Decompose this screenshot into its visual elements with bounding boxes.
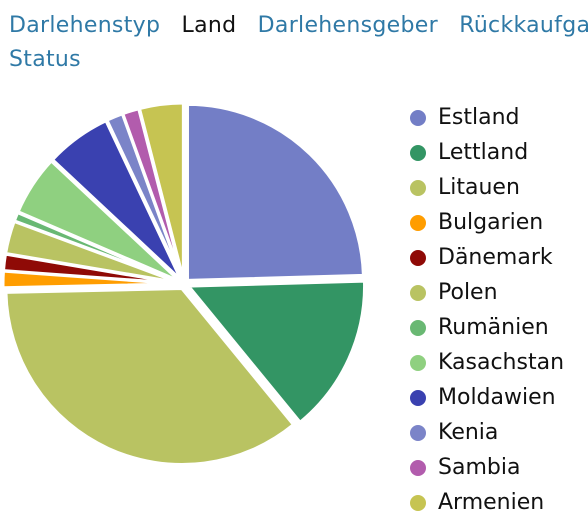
- legend-item-estland[interactable]: Estland: [410, 100, 564, 135]
- legend-label: Dänemark: [438, 245, 553, 270]
- legend-swatch: [410, 319, 426, 336]
- legend-label: Sambia: [438, 455, 521, 480]
- legend-item-rumänien[interactable]: Rumänien: [410, 310, 564, 345]
- legend-label: Kenia: [438, 420, 499, 445]
- pie-slice-litauen[interactable]: [4, 287, 295, 467]
- pie-slice-estland[interactable]: [185, 102, 365, 282]
- legend-label: Lettland: [438, 140, 529, 165]
- legend-swatch: [410, 214, 426, 231]
- legend-label: Moldawien: [438, 385, 556, 410]
- legend-swatch: [410, 249, 426, 266]
- legend-item-moldawien[interactable]: Moldawien: [410, 380, 564, 415]
- legend-swatch: [410, 144, 426, 161]
- legend-label: Estland: [438, 105, 520, 130]
- pie-slice-armenien[interactable]: [138, 101, 185, 281]
- legend-swatch: [410, 109, 426, 126]
- legend-item-kasachstan[interactable]: Kasachstan: [410, 345, 564, 380]
- legend-label: Rumänien: [438, 315, 549, 340]
- legend-item-lettland[interactable]: Lettland: [410, 135, 564, 170]
- legend-swatch: [410, 459, 426, 476]
- tab-status[interactable]: Status: [9, 47, 81, 72]
- legend-swatch: [410, 354, 426, 371]
- chart-legend: Estland Lettland Litauen Bulgarien Dänemark P…: [410, 100, 564, 520]
- legend-label: Polen: [438, 280, 498, 305]
- pie-slice-lettland[interactable]: [187, 279, 366, 424]
- tab-rueckkaufgarantie[interactable]: Rückkaufgar: [459, 13, 588, 38]
- legend-item-litauen[interactable]: Litauen: [410, 170, 564, 205]
- tab-land[interactable]: Land: [181, 13, 237, 38]
- tab-darlehenstyp[interactable]: Darlehenstyp: [9, 13, 161, 38]
- pie-slice-kasachstan[interactable]: [16, 159, 182, 283]
- legend-swatch: [410, 424, 426, 441]
- legend-swatch: [410, 284, 426, 301]
- pie-chart: [1, 101, 366, 467]
- legend-item-bulgarien[interactable]: Bulgarien: [410, 205, 564, 240]
- legend-swatch: [410, 494, 426, 511]
- legend-label: Litauen: [438, 175, 520, 200]
- legend-item-armenien[interactable]: Armenien: [410, 485, 564, 520]
- legend-item-sambia[interactable]: Sambia: [410, 450, 564, 485]
- legend-swatch: [410, 389, 426, 406]
- tab-darlehensgeber[interactable]: Darlehensgeber: [257, 13, 438, 38]
- legend-label: Bulgarien: [438, 210, 544, 235]
- legend-item-dänemark[interactable]: Dänemark: [410, 240, 564, 275]
- legend-label: Kasachstan: [438, 350, 565, 375]
- legend-swatch: [410, 179, 426, 196]
- tab-bar: Darlehenstyp Land Darlehensgeber Rückkau…: [9, 8, 588, 77]
- legend-item-polen[interactable]: Polen: [410, 275, 564, 310]
- legend-label: Armenien: [438, 490, 545, 515]
- legend-item-kenia[interactable]: Kenia: [410, 415, 564, 450]
